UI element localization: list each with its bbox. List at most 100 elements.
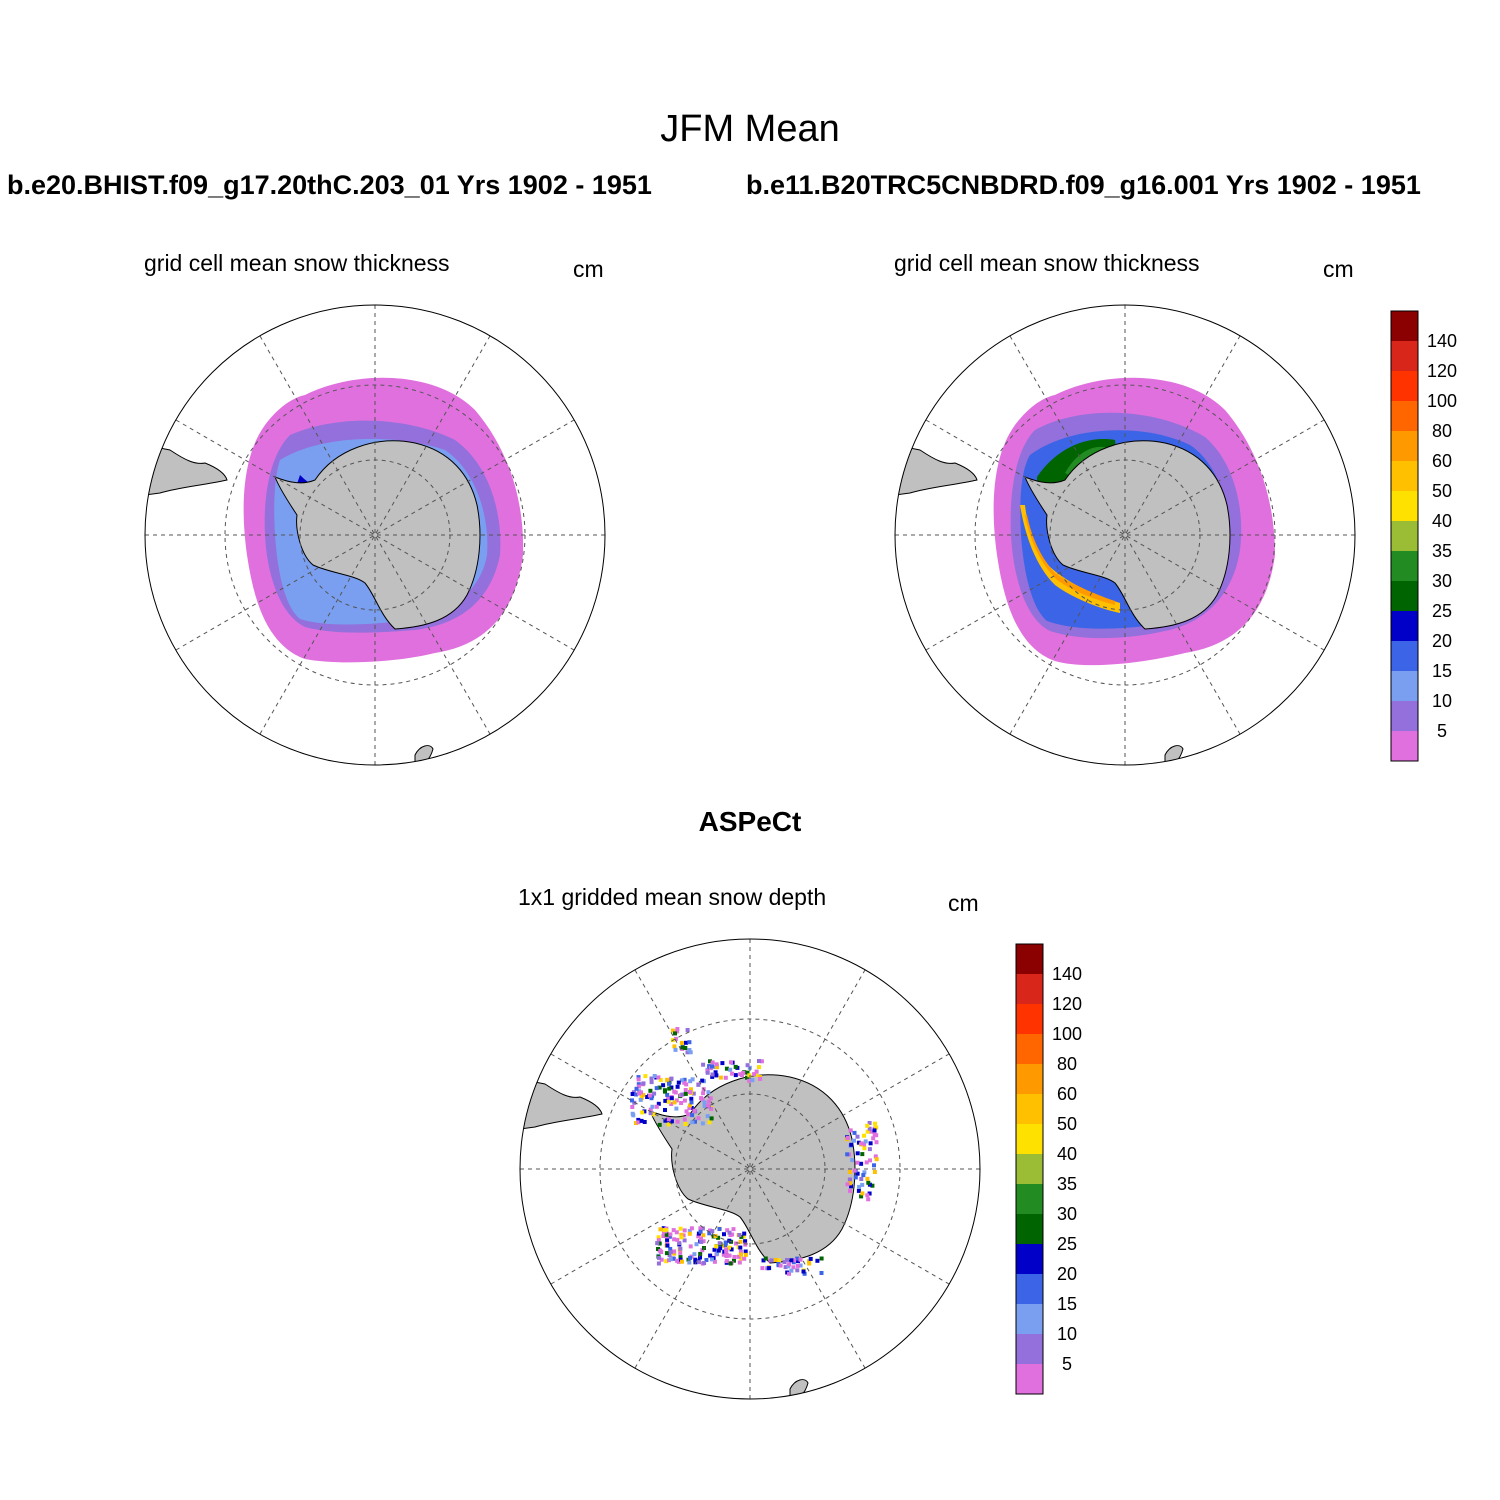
variable-label-left: grid cell mean snow thickness	[144, 250, 450, 276]
obs-pixel	[848, 1181, 852, 1186]
colorbar-label: 10	[1432, 691, 1452, 711]
obs-pixel	[671, 1256, 676, 1261]
colorbar-label: 25	[1432, 601, 1452, 621]
obs-pixel	[718, 1246, 723, 1251]
colorbar-swatch	[1016, 1274, 1043, 1304]
obs-pixel	[785, 1258, 789, 1262]
lat-lon-grid	[145, 305, 605, 765]
obs-pixel	[668, 1250, 673, 1255]
obs-pixel	[658, 1249, 663, 1253]
obs-pixel	[867, 1126, 872, 1131]
obs-pixel	[679, 1040, 684, 1045]
obs-pixel	[663, 1108, 667, 1112]
obs-pixel	[727, 1230, 732, 1235]
obs-pixel	[636, 1120, 641, 1125]
obs-pixel	[707, 1120, 712, 1125]
obs-pixel	[654, 1104, 659, 1109]
obs-title: ASPeCt	[698, 806, 802, 837]
obs-pixel	[723, 1075, 728, 1080]
obs-pixel	[845, 1152, 850, 1157]
obs-pixel	[679, 1078, 684, 1083]
obs-pixel	[710, 1074, 715, 1079]
obs-pixel	[672, 1251, 677, 1256]
obs-pixel	[857, 1184, 862, 1189]
obs-pixel	[678, 1257, 683, 1262]
obs-pixel	[682, 1117, 687, 1122]
obs-pixel	[682, 1238, 687, 1243]
southern-south-america	[145, 444, 228, 496]
obs-pixel	[707, 1231, 712, 1236]
obs-pixel	[729, 1247, 734, 1252]
map-boundary	[894, 304, 1356, 766]
obs-pixel	[700, 1226, 705, 1231]
obs-pixel	[743, 1239, 748, 1244]
obs-pixel	[865, 1193, 870, 1198]
obs-pixel	[683, 1046, 688, 1050]
obs-pixel	[672, 1237, 677, 1242]
obs-pixel	[757, 1059, 761, 1063]
colorbar-swatch	[1391, 731, 1418, 761]
obs-pixel	[642, 1109, 647, 1114]
obs-pixel	[863, 1139, 868, 1144]
obs-pixel	[807, 1259, 811, 1264]
obs-pixel	[777, 1258, 781, 1263]
obs-pixel	[701, 1062, 706, 1067]
obs-pixel	[669, 1119, 674, 1124]
obs-pixel	[672, 1249, 677, 1254]
obs-pixel	[819, 1271, 824, 1275]
obs-pixel	[697, 1260, 702, 1265]
obs-pixel	[718, 1075, 723, 1080]
obs-pixel	[754, 1069, 759, 1074]
obs-pixel	[745, 1063, 750, 1068]
obs-pixel	[657, 1241, 662, 1246]
variable-label-right: grid cell mean snow thickness	[894, 250, 1200, 276]
obs-pixel	[683, 1088, 688, 1092]
obs-pixel	[642, 1120, 647, 1124]
obs-pixel	[681, 1233, 686, 1238]
colorbar-top: 140 120 100 80 60 50 40 35 30 25 20 15 10 5	[1390, 310, 1457, 762]
variable-label-obs: 1x1 gridded mean snow depth	[518, 884, 827, 910]
colorbar-swatch	[1391, 671, 1418, 701]
colorbar-label: 10	[1057, 1324, 1077, 1344]
obs-pixel	[675, 1258, 680, 1263]
colorbar-swatch	[1391, 401, 1418, 431]
obs-pixel	[656, 1247, 660, 1251]
obs-pixel	[852, 1138, 856, 1143]
obs-pixel	[724, 1259, 729, 1264]
obs-pixel	[706, 1090, 711, 1095]
obs-pixel	[684, 1040, 688, 1045]
obs-pixel	[712, 1247, 717, 1252]
obs-pixel	[675, 1027, 680, 1031]
colorbar-bottom: 140 120 100 80 60 50 40 35 30 25 20 15 10 5	[1015, 943, 1082, 1395]
obs-pixel	[671, 1228, 676, 1233]
obs-pixel	[754, 1072, 759, 1077]
obs-pixel	[759, 1059, 764, 1064]
obs-pixel	[678, 1250, 683, 1255]
obs-pixel	[869, 1129, 873, 1134]
obs-pixel	[651, 1112, 656, 1117]
obs-pixel	[859, 1141, 864, 1146]
obs-pixel	[696, 1234, 701, 1239]
colorbar-swatch	[1016, 1244, 1043, 1274]
colorbar-swatch	[1016, 1184, 1043, 1214]
obs-pixel	[687, 1231, 692, 1236]
colorbar-label: 100	[1052, 1024, 1082, 1044]
obs-pixel	[874, 1133, 879, 1138]
obs-pixel	[724, 1254, 729, 1258]
obs-pixel	[848, 1128, 853, 1133]
obs-pixel	[796, 1259, 800, 1264]
obs-pixel	[692, 1108, 697, 1113]
obs-pixel	[680, 1045, 685, 1050]
obs-pixel	[652, 1074, 657, 1078]
obs-pixel	[733, 1064, 738, 1069]
obs-pixel	[776, 1263, 781, 1268]
colorbar-label: 40	[1057, 1144, 1077, 1164]
obs-pixel	[769, 1258, 774, 1263]
obs-pixel	[663, 1098, 668, 1103]
colorbar-label: 60	[1057, 1084, 1077, 1104]
obs-pixel	[682, 1228, 687, 1233]
obs-pixel	[729, 1060, 733, 1065]
obs-pixel	[680, 1259, 684, 1264]
obs-pixel	[687, 1229, 692, 1233]
obs-pixel	[686, 1112, 691, 1117]
